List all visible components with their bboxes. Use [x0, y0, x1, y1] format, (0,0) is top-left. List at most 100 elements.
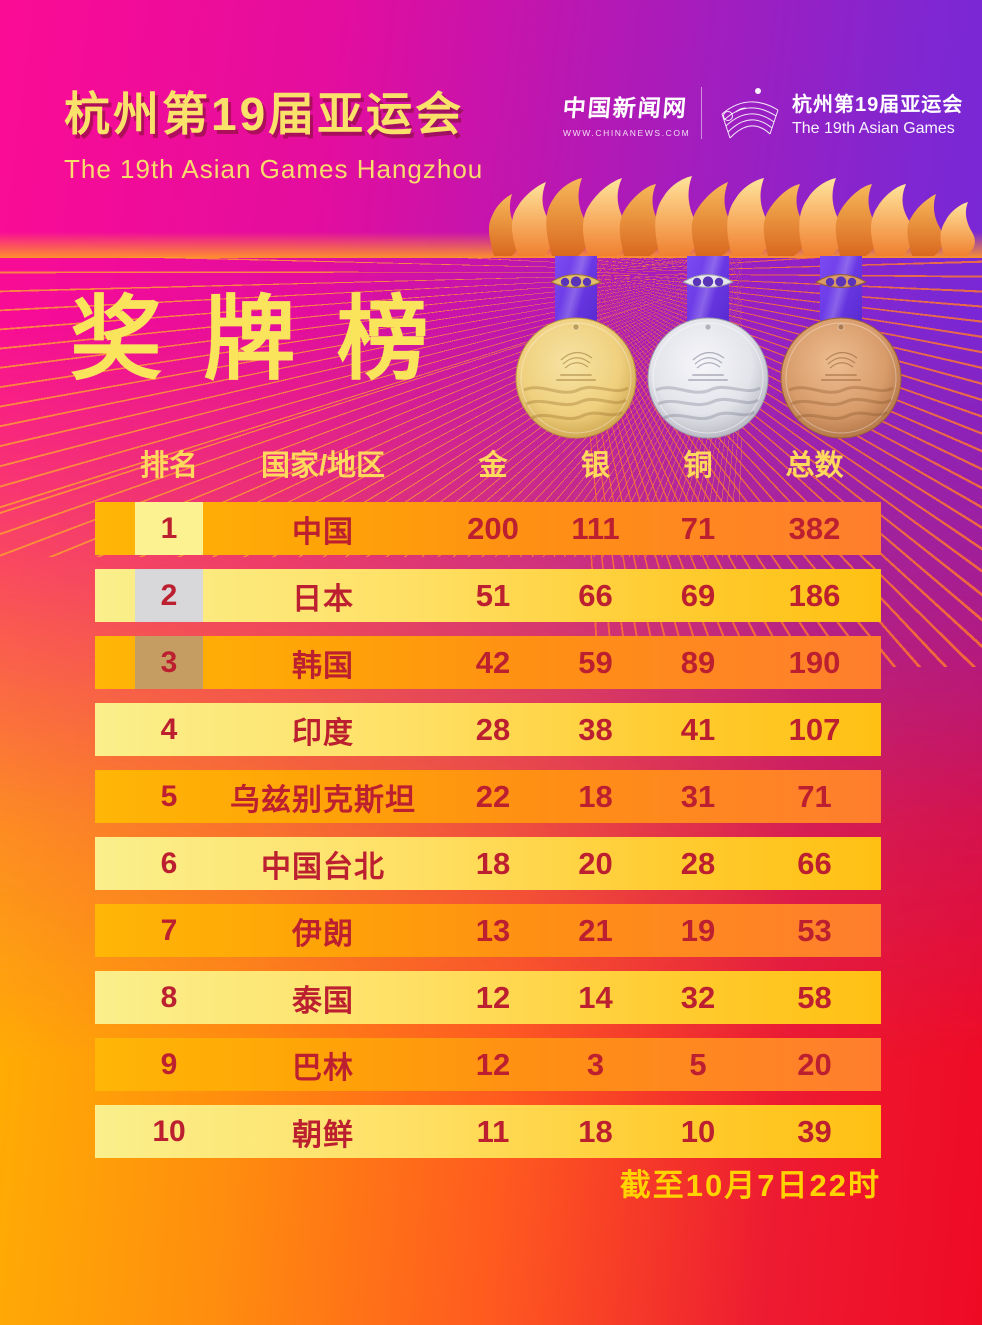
total-cell: 382 [788, 510, 841, 546]
cutoff-time-note: 截至10月7日22时 [619, 1168, 881, 1203]
total-cell: 20 [797, 1046, 832, 1082]
gold-medal-disc [514, 316, 638, 445]
asian-games-logo-text: 杭州第19届亚运会 The 19th Asian Games [792, 88, 963, 138]
bronze-cell: 31 [680, 778, 716, 814]
col-header-silver: 银 [580, 450, 610, 482]
total-cell: 58 [797, 979, 832, 1015]
gold-cell: 28 [475, 711, 511, 747]
bronze-cell: 32 [680, 979, 716, 1015]
col-header-total: 总数 [785, 450, 844, 482]
table-row: 8 泰国 12 14 32 58 [95, 971, 881, 1024]
col-header-bronze: 铜 [683, 450, 713, 482]
rank-badge: 8 [160, 980, 178, 1014]
country-cell: 朝鲜 [292, 1118, 354, 1152]
col-header-country: 国家/地区 [260, 450, 386, 482]
table-row: 2 日本 51 66 69 186 [95, 569, 881, 622]
asian-games-title-en: The 19th Asian Games [792, 120, 955, 137]
country-cell: 韩国 [292, 649, 354, 683]
table-row: 1 中国 200 111 71 382 [95, 502, 881, 555]
silver-cell: 3 [586, 1046, 605, 1082]
country-cell: 泰国 [292, 984, 354, 1018]
silver-cell: 66 [578, 577, 613, 613]
table-row: 5 乌兹别克斯坦 22 18 31 71 [95, 770, 881, 823]
gold-cell: 12 [475, 979, 511, 1015]
silver-cell: 14 [578, 979, 613, 1015]
rank-badge: 3 [135, 636, 203, 689]
bronze-cell: 69 [680, 577, 716, 613]
country-cell: 伊朗 [292, 917, 354, 951]
gold-cell: 11 [476, 1113, 510, 1149]
total-cell: 66 [797, 845, 832, 881]
gold-cell: 18 [475, 845, 511, 881]
bronze-cell: 28 [680, 845, 716, 881]
rank-badge: 1 [135, 502, 203, 555]
gold-cell: 42 [475, 644, 511, 680]
asian-games-fan-emblem-icon [718, 84, 782, 142]
page-title: 杭州第19届亚运会 [64, 88, 465, 140]
country-cell: 中国 [292, 515, 354, 549]
logo-divider [701, 87, 702, 139]
total-cell: 107 [788, 711, 841, 747]
bronze-medal-disc [779, 316, 903, 445]
medal-table: 排名 国家/地区 金 银 铜 总数 1 中国 200 111 71 382 2 … [95, 442, 881, 1172]
col-header-rank: 排名 [139, 450, 198, 482]
country-cell: 中国台北 [261, 850, 385, 884]
rank-badge: 2 [135, 569, 203, 622]
bronze-cell: 71 [680, 510, 716, 546]
gold-cell: 12 [475, 1046, 511, 1082]
rank-badge: 4 [160, 712, 178, 746]
rank-badge: 9 [160, 1047, 178, 1081]
table-row: 7 伊朗 13 21 19 53 [95, 904, 881, 957]
bronze-medal-icon [779, 256, 903, 446]
total-cell: 53 [797, 912, 832, 948]
silver-cell: 59 [578, 644, 613, 680]
gold-medal-icon [514, 256, 638, 446]
board-title: 奖牌榜 [70, 289, 471, 391]
table-row: 6 中国台北 18 20 28 66 [95, 837, 881, 890]
bronze-cell: 41 [680, 711, 716, 747]
rank-badge: 7 [160, 913, 178, 947]
chinanews-wordmark: 中国新闻网 [561, 94, 689, 121]
country-cell: 日本 [292, 582, 354, 616]
total-cell: 71 [797, 778, 832, 814]
silver-cell: 21 [578, 912, 613, 948]
table-row: 10 朝鲜 11 18 10 39 [95, 1105, 881, 1158]
gold-medal-clasp [549, 272, 603, 297]
silver-cell: 18 [578, 1113, 613, 1149]
silver-medal-icon [646, 256, 770, 446]
rank-badge: 10 [152, 1114, 186, 1148]
logo-row: 中国新闻网 WWW.CHINANEWS.COM 杭州第19届亚运会 The 19… [561, 84, 963, 142]
table-row: 4 印度 28 38 41 107 [95, 703, 881, 756]
silver-medal-clasp [681, 272, 735, 297]
gold-cell: 200 [467, 510, 519, 546]
asian-games-title-cn: 杭州第19届亚运会 [792, 94, 964, 116]
bronze-cell: 5 [689, 1046, 707, 1082]
country-cell: 印度 [292, 716, 354, 750]
gold-cell: 22 [475, 778, 511, 814]
table-row: 3 韩国 42 59 89 190 [95, 636, 881, 689]
country-cell: 巴林 [292, 1051, 354, 1085]
bronze-cell: 10 [680, 1113, 716, 1149]
total-cell: 190 [788, 644, 841, 680]
gold-cell: 13 [475, 912, 511, 948]
table-header-row: 排名 国家/地区 金 银 铜 总数 [95, 442, 881, 482]
silver-cell: 20 [578, 845, 613, 881]
table-row: 9 巴林 12 3 5 20 [95, 1038, 881, 1091]
bronze-medal-clasp [814, 272, 868, 297]
total-cell: 39 [797, 1113, 832, 1149]
country-cell: 乌兹别克斯坦 [230, 783, 416, 817]
gold-cell: 51 [475, 577, 511, 613]
header-title-block: 杭州第19届亚运会 The 19th Asian Games Hangzhou [64, 78, 483, 185]
silver-cell: 18 [578, 778, 613, 814]
silver-medal-disc [646, 316, 770, 445]
chinanews-url: WWW.CHINANEWS.COM [563, 127, 691, 138]
chinanews-logo: 中国新闻网 WWW.CHINANEWS.COM [561, 89, 691, 138]
silver-cell: 38 [578, 711, 613, 747]
page-subtitle: The 19th Asian Games Hangzhou [64, 154, 484, 184]
rank-badge: 5 [160, 779, 178, 813]
silver-cell: 111 [571, 510, 620, 546]
bronze-cell: 89 [680, 644, 716, 680]
bronze-cell: 19 [680, 912, 716, 948]
rank-badge: 6 [160, 846, 178, 880]
